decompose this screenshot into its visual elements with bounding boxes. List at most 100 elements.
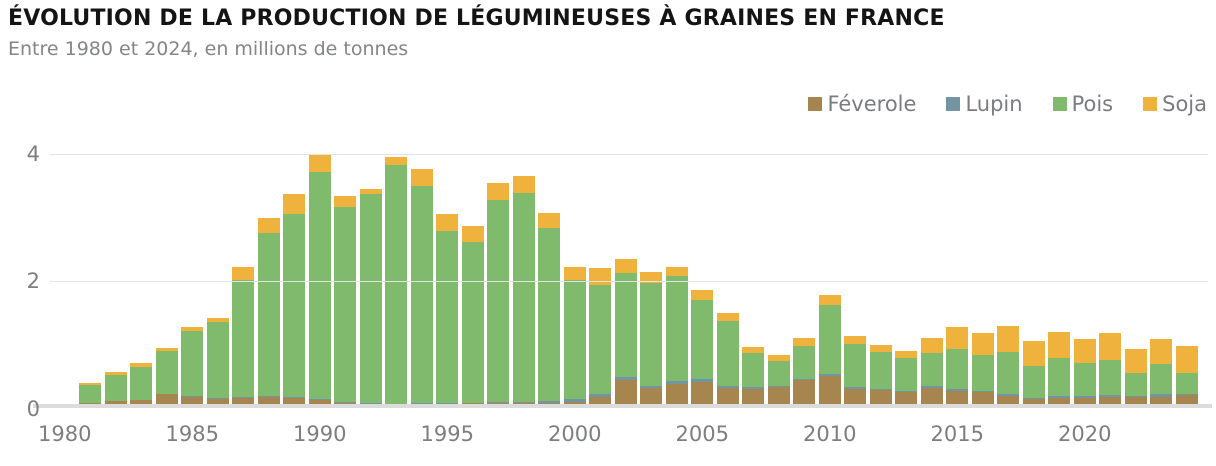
segment-lupin-1997 [487,401,510,404]
segment-soja-2009 [793,338,816,346]
bar-2012 [869,345,892,407]
segment-soja-2015 [946,327,969,349]
segment-pois-2024 [1175,372,1198,394]
segment-pois-1989 [283,214,306,397]
bar-2009 [793,338,816,407]
segment-soja-2000 [563,267,586,280]
bar-2018 [1022,341,1045,407]
bar-1996 [461,226,484,407]
segment-soja-2016 [971,333,994,356]
segment-soja-1984 [155,348,178,352]
segment-soja-2003 [640,271,663,284]
legend-item-pois: Pois [1052,92,1113,116]
segment-soja-1993 [385,157,408,165]
bar-2010 [818,295,841,407]
bar-1986 [206,317,229,407]
bar-1984 [155,348,178,407]
bar-2006 [716,312,739,407]
segment-pois-1986 [206,322,229,399]
segment-pois-1994 [410,186,433,404]
segment-pois-2010 [818,305,841,374]
segment-lupin-2007 [742,387,765,390]
segment-pois-2018 [1022,365,1045,399]
gridline-2 [50,280,1208,282]
segment-pois-2007 [742,353,765,388]
chart-legend: Féverole Lupin Pois Soja [808,92,1207,116]
bar-2023 [1150,338,1173,407]
segment-feverole-2006 [716,388,739,407]
legend-item-soja: Soja [1143,92,1207,116]
x-tick-label-2005: 2005 [675,422,729,446]
segment-feverole-2011 [844,389,867,407]
bar-1990 [308,155,331,407]
segment-soja-2005 [691,290,714,301]
segment-lupin-1985 [181,396,204,397]
segment-lupin-2003 [640,385,663,389]
bar-2004 [665,266,688,407]
segment-feverole-1985 [181,396,204,407]
segment-pois-1982 [104,375,127,401]
segment-pois-1996 [461,241,484,403]
segment-lupin-2005 [691,379,714,382]
bar-1982 [104,372,127,407]
bar-2007 [742,346,765,407]
segment-pois-2013 [895,358,918,392]
segment-pois-1987 [232,279,255,397]
segment-soja-1990 [308,155,331,172]
segment-feverole-2007 [742,389,765,407]
chart-title: ÉVOLUTION DE LA PRODUCTION DE LÉGUMINEUS… [8,6,945,31]
segment-pois-2020 [1073,363,1096,397]
segment-lupin-2024 [1175,393,1198,395]
x-tick-label-1990: 1990 [293,422,347,446]
segment-feverole-1983 [130,400,153,407]
segment-pois-2012 [869,352,892,389]
segment-pois-1993 [385,164,408,404]
legend-label: Féverole [827,92,917,116]
segment-pois-2011 [844,343,867,388]
segment-soja-1991 [334,196,357,207]
segment-soja-1983 [130,362,153,368]
segment-pois-2005 [691,300,714,380]
segment-pois-2004 [665,276,688,382]
segment-lupin-1999 [538,400,561,403]
bar-2005 [691,290,714,407]
bar-1989 [283,193,306,407]
segment-soja-2008 [767,355,790,361]
segment-lupin-2014 [920,386,943,389]
segment-soja-2001 [589,267,612,285]
gridline-4 [50,154,1208,155]
segment-feverole-2015 [946,390,969,407]
y-tick-label-4: 4 [26,142,40,166]
bar-1992 [359,188,382,407]
segment-pois-1997 [487,200,510,402]
segment-lupin-2008 [767,386,790,388]
bar-2024 [1175,345,1198,407]
segment-pois-2003 [640,283,663,386]
segment-soja-2018 [1022,341,1045,366]
segment-feverole-1988 [257,396,280,407]
x-tick-label-1995: 1995 [420,422,474,446]
x-tick-label-1980: 1980 [38,422,92,446]
segment-pois-2023 [1150,364,1173,395]
segment-pois-1995 [436,230,459,404]
segment-soja-2010 [818,295,841,306]
segment-soja-1994 [410,169,433,187]
x-axis-line [33,404,1212,408]
segment-pois-2009 [793,345,816,380]
segment-feverole-1989 [283,397,306,407]
segment-lupin-2021 [1099,395,1122,397]
segment-lupin-2020 [1073,396,1096,398]
y-tick-label-2: 2 [26,268,40,293]
segment-lupin-2013 [895,391,918,393]
bar-2021 [1099,333,1122,407]
segment-pois-1992 [359,193,382,404]
segment-soja-1986 [206,317,229,323]
segment-feverole-2020 [1073,397,1096,407]
segment-pois-2021 [1099,360,1122,395]
segment-feverole-2012 [869,389,892,407]
segment-pois-2015 [946,348,969,389]
segment-lupin-2004 [665,381,688,384]
segment-lupin-1991 [334,401,357,403]
bar-2003 [640,271,663,407]
segment-soja-1987 [232,266,255,280]
